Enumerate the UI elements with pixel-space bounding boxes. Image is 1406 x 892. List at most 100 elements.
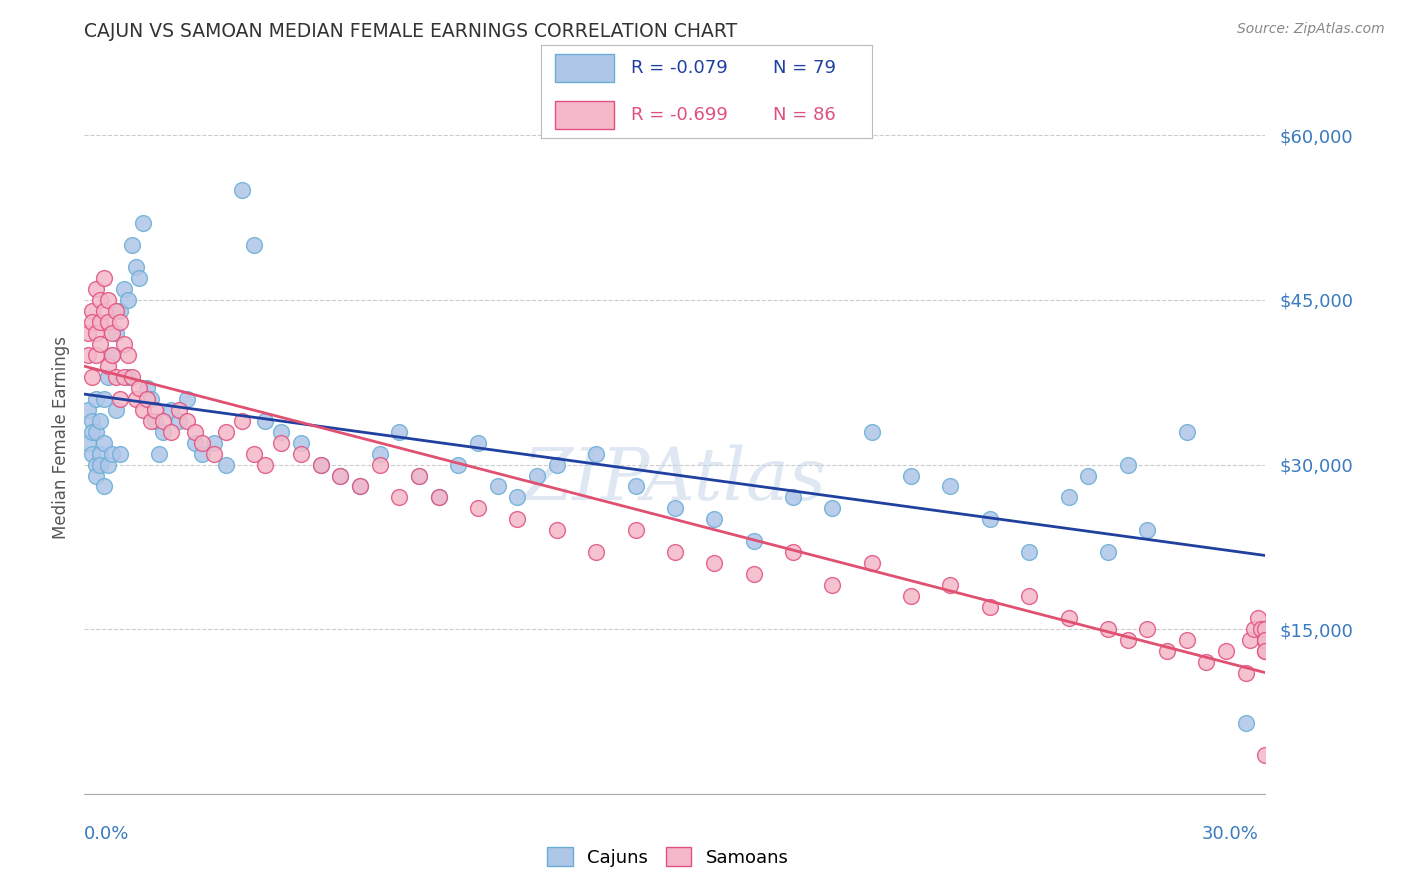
- Point: [1234, 715, 1257, 730]
- Point: [427, 491, 450, 505]
- Point: [183, 425, 205, 439]
- Point: [143, 402, 166, 417]
- Point: [82, 369, 104, 384]
- Point: [117, 348, 139, 362]
- Point: [97, 458, 120, 472]
- Point: [1097, 545, 1119, 559]
- Point: [1243, 622, 1265, 636]
- Point: [77, 435, 100, 450]
- Point: [742, 567, 765, 582]
- Text: CAJUN VS SAMOAN MEDIAN FEMALE EARNINGS CORRELATION CHART: CAJUN VS SAMOAN MEDIAN FEMALE EARNINGS C…: [84, 22, 738, 41]
- Point: [254, 414, 277, 428]
- Point: [1254, 644, 1277, 658]
- Text: 30.0%: 30.0%: [1202, 825, 1258, 843]
- Text: N = 86: N = 86: [773, 106, 835, 124]
- Point: [1246, 611, 1268, 625]
- FancyBboxPatch shape: [554, 101, 614, 129]
- Point: [101, 326, 124, 340]
- Point: [202, 435, 225, 450]
- Point: [117, 293, 139, 307]
- Text: N = 79: N = 79: [773, 59, 835, 77]
- Point: [585, 545, 607, 559]
- Point: [121, 369, 143, 384]
- Point: [89, 293, 111, 307]
- Point: [368, 458, 391, 472]
- Point: [408, 468, 430, 483]
- Point: [101, 446, 124, 460]
- Point: [1254, 633, 1277, 648]
- Point: [112, 336, 135, 351]
- Point: [82, 446, 104, 460]
- Point: [84, 468, 107, 483]
- Point: [82, 414, 104, 428]
- FancyBboxPatch shape: [554, 54, 614, 82]
- Point: [112, 369, 135, 384]
- Point: [108, 392, 131, 406]
- Point: [1018, 545, 1040, 559]
- Point: [183, 435, 205, 450]
- Point: [979, 600, 1001, 615]
- Point: [128, 271, 150, 285]
- Point: [202, 446, 225, 460]
- Point: [124, 392, 146, 406]
- Point: [167, 414, 190, 428]
- Point: [939, 578, 962, 592]
- Point: [309, 458, 332, 472]
- Point: [215, 458, 238, 472]
- Point: [97, 369, 120, 384]
- Point: [231, 183, 253, 197]
- Point: [121, 238, 143, 252]
- Text: R = -0.699: R = -0.699: [630, 106, 727, 124]
- Point: [176, 392, 198, 406]
- Point: [1057, 611, 1080, 625]
- Point: [132, 216, 155, 230]
- Point: [93, 303, 115, 318]
- Point: [1136, 524, 1159, 538]
- Point: [89, 336, 111, 351]
- Point: [1136, 622, 1159, 636]
- Point: [93, 392, 115, 406]
- Text: Source: ZipAtlas.com: Source: ZipAtlas.com: [1237, 22, 1385, 37]
- Point: [152, 414, 174, 428]
- Point: [624, 479, 647, 493]
- Point: [1254, 622, 1277, 636]
- Point: [231, 414, 253, 428]
- Point: [860, 557, 883, 571]
- Point: [215, 425, 238, 439]
- Text: ZIPAtlas: ZIPAtlas: [523, 444, 827, 516]
- Point: [1018, 589, 1040, 603]
- Point: [93, 479, 115, 493]
- Point: [141, 414, 163, 428]
- Point: [860, 425, 883, 439]
- Point: [77, 348, 100, 362]
- Point: [664, 501, 686, 516]
- Point: [84, 458, 107, 472]
- Legend: Cajuns, Samoans: Cajuns, Samoans: [540, 840, 796, 874]
- Point: [1097, 622, 1119, 636]
- Point: [242, 238, 264, 252]
- Point: [1254, 644, 1277, 658]
- Point: [1250, 622, 1272, 636]
- Point: [84, 326, 107, 340]
- Point: [329, 468, 352, 483]
- Point: [703, 512, 725, 526]
- Point: [349, 479, 371, 493]
- Point: [1239, 633, 1261, 648]
- Point: [1195, 655, 1218, 669]
- Point: [93, 271, 115, 285]
- Point: [1156, 644, 1178, 658]
- Point: [1116, 633, 1139, 648]
- Point: [1215, 644, 1237, 658]
- Point: [77, 402, 100, 417]
- Point: [176, 414, 198, 428]
- Text: 0.0%: 0.0%: [84, 825, 129, 843]
- Point: [191, 435, 214, 450]
- Text: R = -0.079: R = -0.079: [630, 59, 727, 77]
- Point: [821, 501, 844, 516]
- Point: [108, 303, 131, 318]
- Point: [388, 425, 411, 439]
- Point: [117, 369, 139, 384]
- Point: [101, 348, 124, 362]
- Point: [782, 491, 804, 505]
- Point: [624, 524, 647, 538]
